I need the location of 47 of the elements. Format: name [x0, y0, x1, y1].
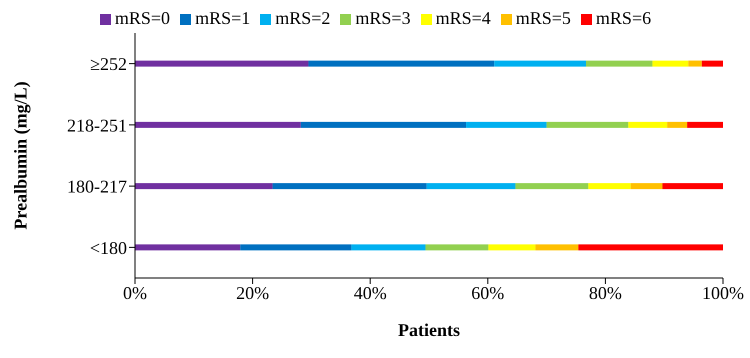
- bar: [494, 60, 586, 67]
- y-axis-title: Prealbumin (mg/L): [10, 81, 30, 230]
- x-tick-label: 40%: [354, 282, 387, 303]
- bar: [300, 122, 466, 128]
- legend-label: mRS=5: [516, 8, 571, 28]
- bar: [688, 60, 702, 67]
- x-tick-label: 0%: [123, 282, 147, 303]
- y-tick-label: 180-217: [67, 176, 127, 197]
- legend-label: mRS=4: [436, 8, 491, 28]
- x-tick-label: 100%: [702, 282, 744, 303]
- legend-label: mRS=0: [114, 8, 170, 28]
- bar: [515, 183, 588, 190]
- x-axis-title: Patients: [398, 320, 460, 340]
- bar: [652, 60, 688, 67]
- bar: [240, 244, 352, 250]
- bar: [135, 183, 273, 190]
- bar: [588, 183, 631, 190]
- bar: [687, 122, 723, 128]
- bar: [135, 244, 240, 250]
- bar: [630, 183, 662, 190]
- bar: [135, 122, 301, 128]
- bar: [702, 60, 723, 67]
- bar: [351, 244, 426, 250]
- bar: [426, 183, 516, 190]
- x-tick-label: 80%: [588, 282, 622, 303]
- bar: [586, 60, 652, 67]
- x-tick-label: 60%: [471, 282, 504, 303]
- legend-label: mRS=2: [275, 8, 330, 28]
- legend-label: mRS=6: [596, 8, 652, 28]
- bar: [628, 122, 668, 128]
- bar: [662, 183, 723, 190]
- bar: [488, 244, 536, 250]
- bar: [535, 244, 578, 250]
- bar: [425, 244, 488, 250]
- bar: [272, 183, 427, 190]
- legend-label: mRS=3: [355, 8, 411, 28]
- bar: [578, 244, 723, 250]
- bar: [308, 60, 494, 67]
- y-tick-label: <180: [90, 238, 127, 258]
- bar: [667, 122, 688, 128]
- y-tick-label: ≥252: [90, 54, 127, 74]
- bar: [546, 122, 628, 128]
- bar: [466, 122, 547, 128]
- x-tick-label: 20%: [236, 282, 270, 303]
- bar: [135, 60, 308, 67]
- legend-label: mRS=1: [195, 8, 250, 28]
- y-tick-label: 218-251: [67, 115, 127, 136]
